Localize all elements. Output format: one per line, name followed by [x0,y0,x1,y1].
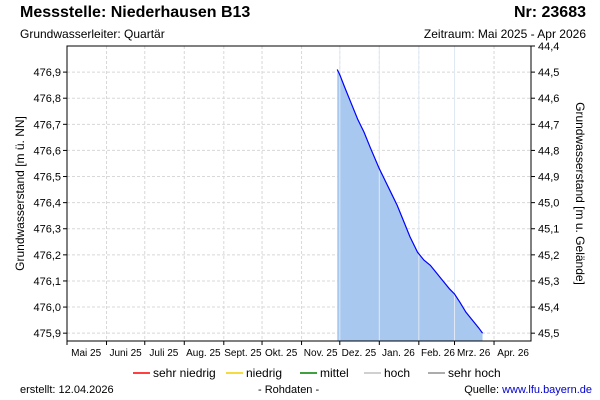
x-tick-label: Apr. 26 [497,348,529,359]
legend-label: sehr hoch [448,366,501,380]
raw-data-label: - Rohdaten - [258,384,320,396]
legend-label: mittel [320,366,349,380]
y-tick-label-left: 476,4 [33,198,61,210]
legend-label: hoch [384,366,410,380]
created-label: erstellt: [20,384,56,396]
created-date: 12.04.2026 [58,384,114,396]
y-tick-label-right: 45,1 [538,224,559,236]
x-tick-label: Mrz. 26 [457,348,491,359]
y-tick-label-right: 44,7 [538,119,559,131]
y-tick-label-left: 476,5 [33,172,61,184]
plot-border [66,45,532,342]
x-tick-label: Aug. 25 [186,348,221,359]
created-info: erstellt: 12.04.2026 [20,384,114,396]
source-link[interactable]: www.lfu.bayern.de [502,384,592,396]
y-tick-label-right: 45,3 [538,276,559,288]
y-tick-label-right: 45,0 [538,198,559,210]
x-tick-label: Juli 25 [149,348,178,359]
plot-area [67,46,531,341]
period-label: Zeitraum: Mai 2025 - Apr 2026 [423,27,586,41]
x-tick-label: Nov. 25 [304,348,338,359]
x-tick-label: Mai 25 [71,348,101,359]
source-info: Quelle: www.lfu.bayern.de [464,384,592,396]
y-tick-label-right: 45,2 [538,250,559,262]
y-tick-label-right: 45,5 [538,328,559,340]
y-tick-label-left: 475,9 [33,328,61,340]
legend-label: sehr niedrig [153,366,216,380]
x-tick-label: Juni 25 [110,348,143,359]
x-tick-label: Feb. 26 [421,348,455,359]
series-area [337,69,483,341]
y-tick-label-right: 44,4 [538,41,559,53]
y-tick-label-left: 476,9 [33,67,61,79]
y-tick-label-right: 44,6 [538,93,559,105]
y-axis-title-right: Grundwasserstand [m u. Gelände] [573,102,587,285]
legend-label: niedrig [246,366,282,380]
source-label: Quelle: [464,384,500,396]
y-tick-label-left: 476,2 [33,250,61,262]
x-tick-label: Okt. 25 [265,348,298,359]
y-axis-title-left: Grundwasserstand [m ü. NN] [13,116,27,271]
y-tick-label-left: 476,3 [33,224,61,236]
y-tick-label-left: 476,8 [33,93,61,105]
y-tick-label-right: 44,8 [538,145,559,157]
y-tick-label-left: 476,6 [33,145,61,157]
aquifer-label: Grundwasserleiter: Quartär [20,27,165,41]
y-tick-label-left: 476,7 [33,119,61,131]
x-tick-label: Sept. 25 [224,348,262,359]
y-tick-label-right: 44,5 [538,67,559,79]
station-number: Nr: 23683 [513,4,586,21]
y-tick-label-right: 45,4 [538,302,559,314]
page-title: Messstelle: Niederhausen B13 [20,4,251,21]
x-tick-label: Dez. 25 [342,348,377,359]
x-tick-label: Jan. 26 [382,348,415,359]
y-tick-label-right: 44,9 [538,172,559,184]
y-tick-label-left: 476,1 [33,276,61,288]
series-line [336,69,484,334]
y-tick-label-left: 476,0 [33,302,61,314]
